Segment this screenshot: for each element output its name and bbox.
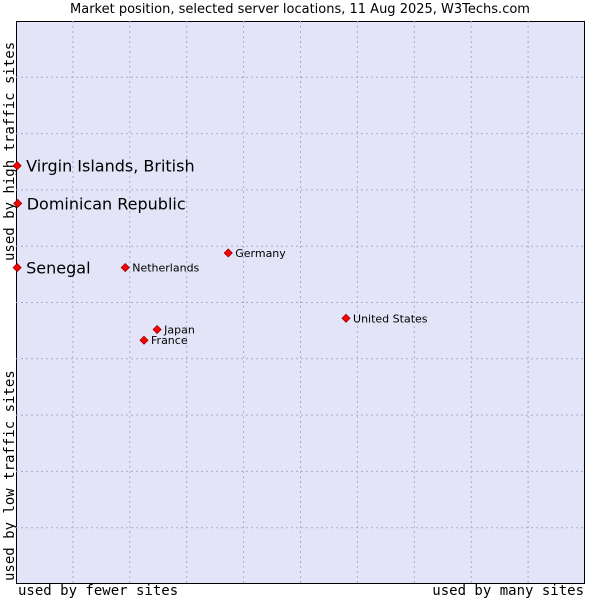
x-axis-label-many: used by many sites [432,583,584,599]
data-point [139,335,149,345]
data-point-label: Japan [163,324,195,337]
data-point [12,161,22,171]
data-point [223,248,233,258]
data-point-label: France [151,334,188,347]
data-point-label: Netherlands [132,262,199,275]
data-point [12,263,22,273]
chart-title: Market position, selected server locatio… [70,2,530,17]
data-point [341,313,351,323]
data-point-label: Germany [235,247,286,260]
data-point [120,263,130,273]
data-point-label: Virgin Islands, British [26,157,194,176]
data-point [152,324,162,335]
data-point [13,198,23,208]
x-axis-label-fewer: used by fewer sites [18,583,179,599]
data-point-label: Dominican Republic [27,194,186,213]
data-point-label: United States [353,312,428,325]
data-point-label: Senegal [26,259,90,278]
